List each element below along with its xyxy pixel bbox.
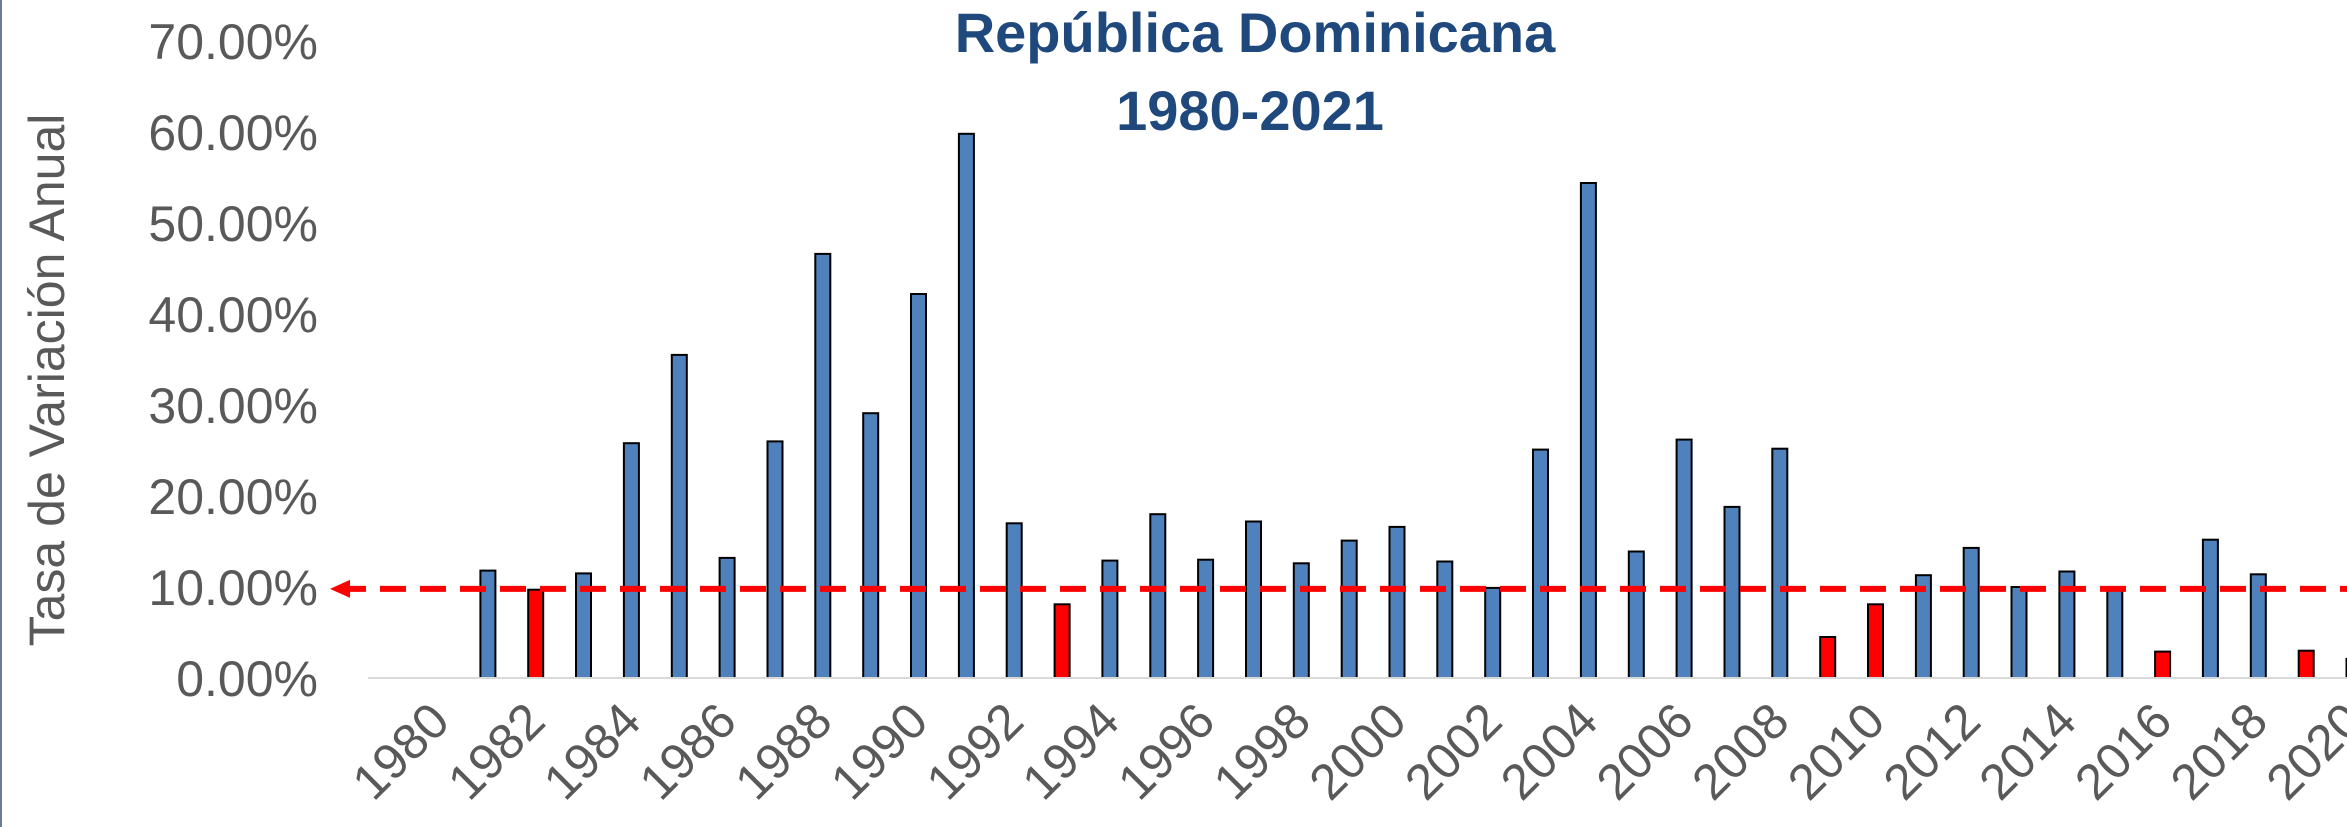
- x-tick-label: 1992: [916, 692, 1034, 810]
- reference-line: [330, 579, 2347, 598]
- bar-1990: [910, 293, 927, 679]
- y-tick-label: 70.00%: [148, 14, 318, 70]
- bar-2003: [1532, 448, 1549, 679]
- bar-2002: [1484, 586, 1502, 680]
- bar-1999: [1340, 539, 1358, 679]
- y-tick-label: 40.00%: [148, 287, 318, 343]
- y-tick-label: 30.00%: [148, 378, 318, 434]
- x-tick-label: 1994: [1011, 692, 1129, 810]
- x-tick-label: 1988: [724, 692, 842, 810]
- x-tick-label: 2010: [1777, 692, 1895, 810]
- bar-2004: [1579, 182, 1597, 679]
- bar-2009: [1819, 636, 1837, 679]
- x-tick-label: 2006: [1586, 692, 1704, 810]
- bar-1991: [957, 132, 975, 680]
- x-tick-label: 2020: [2256, 692, 2347, 810]
- reference-arrowhead: [330, 579, 350, 598]
- bar-1992: [1005, 522, 1023, 679]
- x-tick-label: 1982: [437, 692, 555, 810]
- y-axis-ticks: 0.00% 10.00% 20.00% 30.00% 40.00% 50.00% 60.00…: [148, 14, 318, 707]
- x-tick-label: 2016: [2064, 692, 2182, 810]
- y-axis-label: Tasa de Variación Anual: [19, 114, 75, 647]
- y-tick-label: 20.00%: [148, 469, 318, 525]
- bar-2007: [1723, 505, 1741, 679]
- bar-1994: [1101, 559, 1119, 679]
- bar-2012: [1962, 546, 1980, 680]
- bar-1989: [862, 412, 880, 679]
- y-tick-label: 50.00%: [148, 196, 318, 252]
- bar-1995: [1149, 513, 1167, 680]
- x-tick-label: 2004: [1490, 692, 1608, 810]
- bar-2005: [1627, 550, 1645, 679]
- bar-1997: [1245, 520, 1262, 679]
- x-tick-label: 1984: [533, 692, 651, 810]
- bar-2000: [1388, 525, 1406, 680]
- x-tick-label: 1996: [1107, 692, 1225, 810]
- y-tick-label: 60.00%: [148, 105, 318, 161]
- bars: [479, 132, 2347, 680]
- chart-title-line-2: 1980-2021: [1116, 79, 1384, 142]
- bar-1987: [766, 440, 784, 679]
- x-tick-label: 1998: [1203, 692, 1321, 810]
- chart-title: República Dominicana 1980-2021: [955, 1, 1556, 142]
- bar-2019: [2297, 649, 2315, 680]
- bar-1986: [718, 556, 736, 680]
- bar-1993: [1053, 603, 1071, 679]
- bar-1996: [1197, 558, 1215, 680]
- bar-2015: [2106, 587, 2124, 679]
- y-tick-label: 10.00%: [148, 560, 318, 616]
- chart-title-line-1: República Dominicana: [955, 1, 1556, 64]
- x-tick-label: 2018: [2160, 692, 2278, 810]
- bar-1998: [1292, 562, 1310, 679]
- bar-2008: [1771, 447, 1789, 680]
- x-tick-label: 1990: [820, 692, 938, 810]
- bar-1985: [670, 353, 688, 679]
- bar-2016: [2154, 650, 2172, 679]
- frame-edge: [0, 0, 2, 827]
- x-tick-label: 1980: [342, 692, 460, 810]
- x-tick-label: 2000: [1299, 692, 1417, 810]
- x-tick-label: 2008: [1681, 692, 1799, 810]
- x-tick-label: 1986: [629, 692, 747, 810]
- bar-1982: [527, 588, 545, 680]
- x-tick-label: 2014: [1968, 692, 2086, 810]
- bar-2001: [1436, 560, 1454, 679]
- bar-1988: [814, 252, 832, 679]
- bar-2013: [2010, 586, 2028, 679]
- x-axis-ticks: 1980198219841986198819901992199419961998…: [342, 692, 2347, 810]
- bar-2017: [2201, 538, 2219, 680]
- x-tick-label: 2012: [1873, 692, 1991, 810]
- bar-2010: [1867, 603, 1884, 679]
- bar-1984: [622, 442, 640, 680]
- bar-2006: [1675, 438, 1693, 679]
- y-tick-label: 0.00%: [176, 651, 318, 707]
- x-tick-label: 2002: [1394, 692, 1512, 810]
